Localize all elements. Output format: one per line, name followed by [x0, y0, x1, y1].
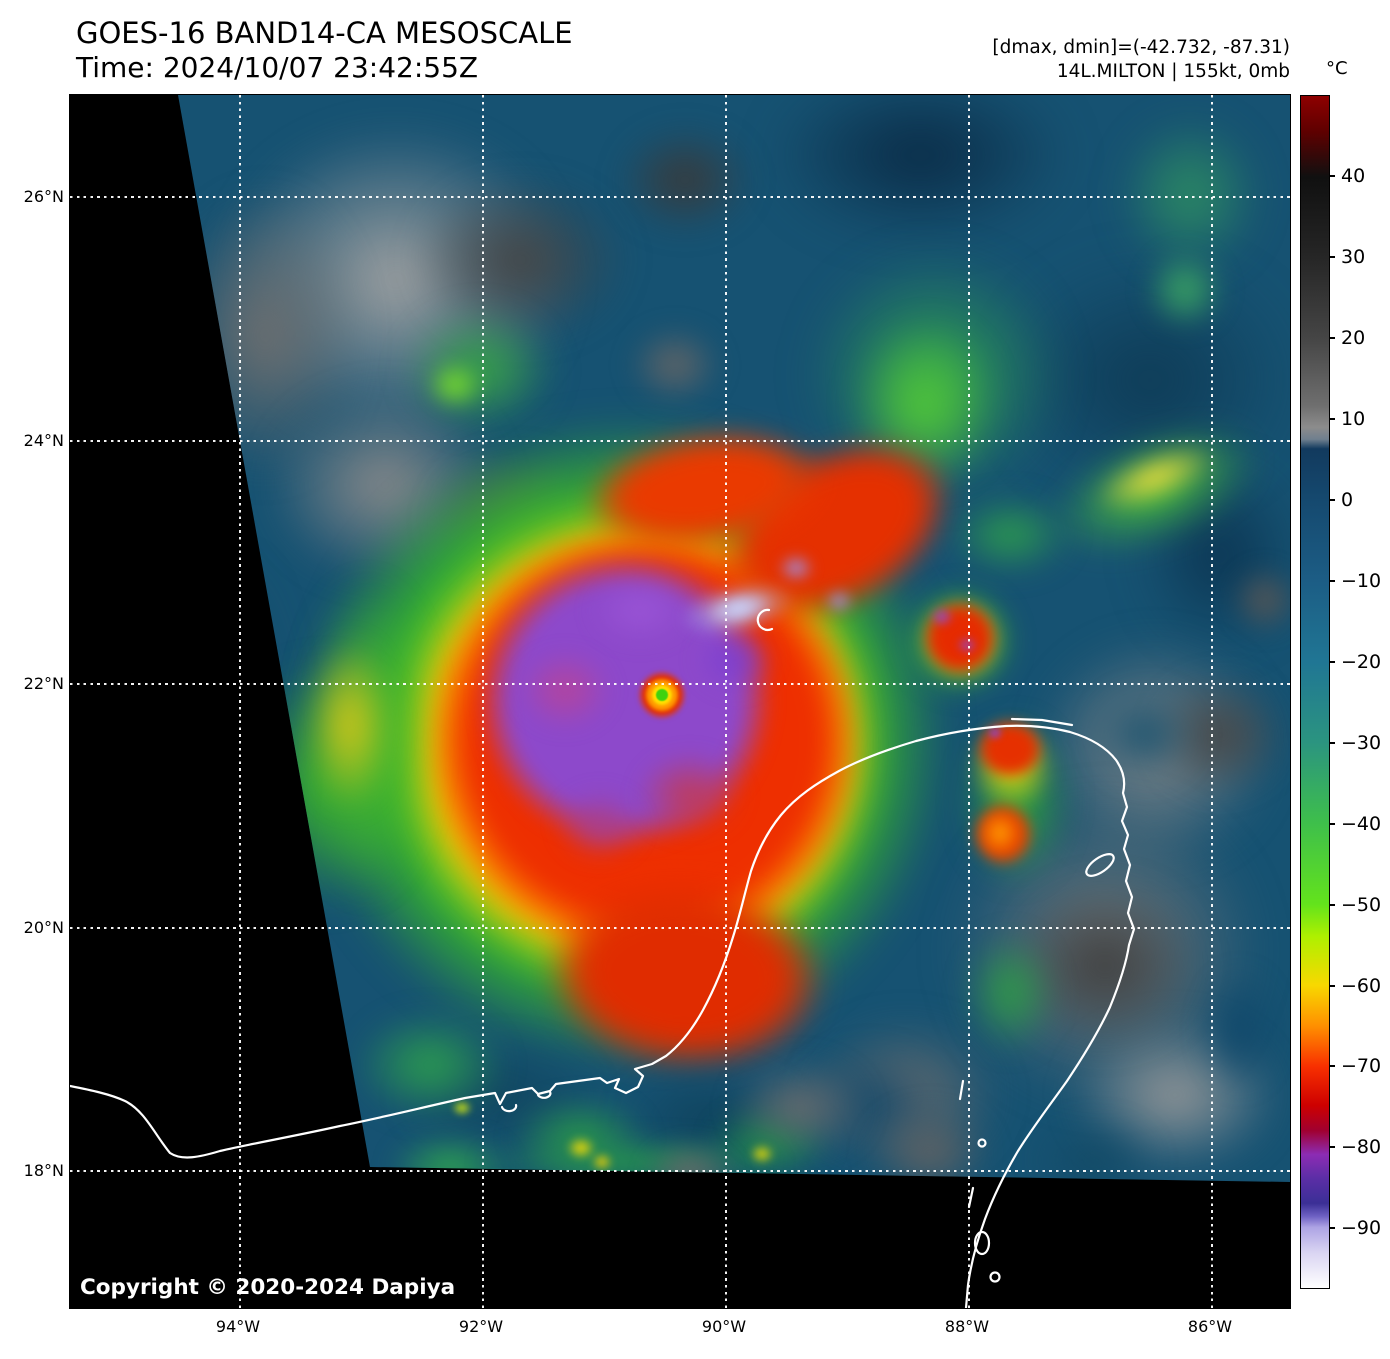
cloud-blob [974, 805, 1026, 861]
colorbar-tick [1330, 1227, 1335, 1229]
cloud-blob [746, 1141, 778, 1167]
cloud-blob [927, 604, 957, 630]
lon-label-92W: 92°W [458, 1317, 504, 1336]
lon-label-88W: 88°W [944, 1317, 990, 1336]
gridline-22N [70, 683, 1290, 685]
colorbar-tick [1330, 1146, 1335, 1148]
colorbar-gradient [1301, 96, 1329, 1288]
islet-south [989, 1271, 1001, 1283]
cb-label-20: 20 [1341, 327, 1366, 349]
map-panel: Copyright © 2020-2024 Dapiya [69, 94, 1291, 1309]
copyright-label: Copyright © 2020-2024 Dapiya [80, 1275, 456, 1300]
lat-label-24N: 24°N [23, 431, 64, 450]
cb-label-m80: −80 [1341, 1136, 1382, 1158]
coastline-gulf-yucatan-belize [70, 724, 1136, 1308]
cloud-blob [656, 689, 668, 701]
page-title: GOES-16 BAND14-CA MESOSCALE [76, 16, 573, 50]
colorbar-tick [1330, 580, 1335, 582]
colorbar-tick [1330, 175, 1335, 177]
lat-label-22N: 22°N [23, 674, 64, 693]
belize-islet-dot [977, 1138, 987, 1148]
cb-label-10: 10 [1341, 408, 1366, 430]
gridline-94W [239, 95, 241, 1308]
cloud-blob [448, 1097, 476, 1119]
cb-label-m50: −50 [1341, 894, 1382, 916]
cloud-blob [1215, 550, 1290, 650]
cb-label-0: 0 [1341, 489, 1354, 511]
cloud-blob [818, 583, 860, 619]
lon-label-90W: 90°W [701, 1317, 747, 1336]
colorbar-tick [1330, 904, 1335, 906]
colorbar-tick [1330, 985, 1335, 987]
turneffe-atoll [973, 1230, 991, 1256]
dmax-dmin-label: [dmax, dmin]=(-42.732, -87.31) [992, 37, 1290, 58]
gridline-86W [1211, 95, 1213, 1308]
header-block: GOES-16 BAND14-CA MESOSCALE Time: 2024/1… [76, 16, 573, 86]
lat-label-18N: 18°N [23, 1161, 64, 1180]
cb-label-m30: −30 [1341, 732, 1382, 754]
annotation-block: [dmax, dmin]=(-42.732, -87.31) 14L.MILTO… [992, 36, 1290, 85]
cb-label-m10: −10 [1341, 570, 1382, 592]
gridline-26N [70, 196, 1290, 198]
cb-label-m70: −70 [1341, 1055, 1382, 1077]
cloud-blob [1070, 670, 1220, 800]
cb-label-m90: −90 [1341, 1217, 1382, 1239]
cloud-blob [540, 775, 660, 875]
timestamp-label: Time: 2024/10/07 23:42:55Z [76, 51, 479, 85]
colorbar-tick [1330, 661, 1335, 663]
island-cozumel [1085, 853, 1115, 877]
coastline-overlay [70, 608, 1136, 1308]
north-coast-islets [1010, 717, 1074, 727]
colorbar-tick [1330, 499, 1335, 501]
cloud-blob [1130, 235, 1240, 345]
cb-label-30: 30 [1341, 246, 1366, 268]
coastline-laguna-terminos [500, 1090, 552, 1113]
lon-label-86W: 86°W [1187, 1317, 1233, 1336]
colorbar-tick [1330, 418, 1335, 420]
cloud-blob [500, 635, 630, 745]
colorbar-tick [1330, 823, 1335, 825]
cb-label-40: 40 [1341, 165, 1366, 187]
cb-label-m60: −60 [1341, 975, 1382, 997]
cloud-blob [954, 634, 980, 656]
cloud-blob [770, 547, 822, 589]
lon-label-94W: 94°W [215, 1317, 261, 1336]
cloud-blob [845, 1090, 1015, 1182]
cb-label-m20: −20 [1341, 651, 1382, 673]
storm-info-label: 14L.MILTON | 155kt, 0mb [1056, 61, 1290, 83]
cloud-blob [590, 105, 780, 255]
colorbar-tick [1330, 256, 1335, 258]
belize-islets [958, 1079, 975, 1209]
gridline-90W [725, 95, 727, 1308]
cb-label-m40: −40 [1341, 813, 1382, 835]
cloud-blob [1185, 945, 1290, 1115]
colorbar-unit-label: °C [1326, 58, 1348, 79]
gridline-20N [70, 927, 1290, 929]
colorbar-tick [1330, 1065, 1335, 1067]
gridline-92W [482, 95, 484, 1308]
temperature-colorbar [1300, 95, 1330, 1289]
colorbar-tick [1330, 337, 1335, 339]
gridline-88W [968, 95, 970, 1308]
cloud-blob [292, 610, 407, 840]
colorbar-tick [1330, 742, 1335, 744]
lat-label-20N: 20°N [23, 918, 64, 937]
island-arrecife-hook [756, 608, 774, 632]
lat-label-26N: 26°N [23, 187, 64, 206]
gridline-18N [70, 1170, 1290, 1172]
gridline-24N [70, 440, 1290, 442]
